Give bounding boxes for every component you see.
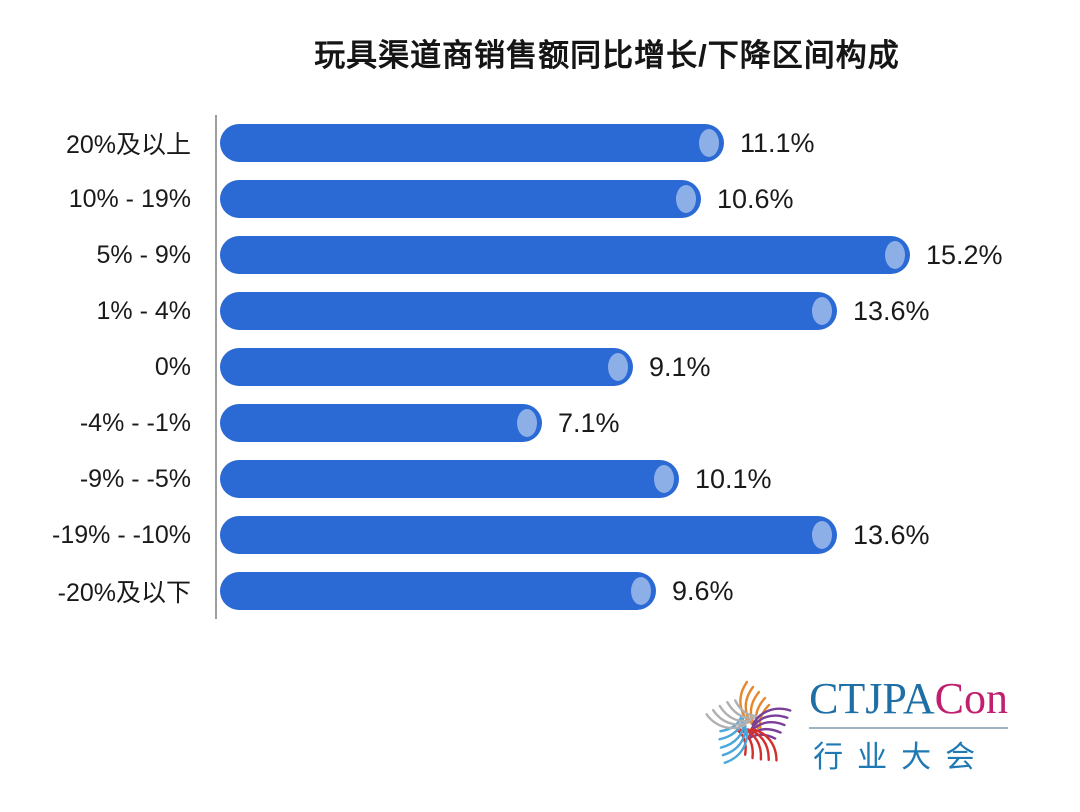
- value-label: 10.6%: [717, 183, 794, 214]
- value-label: 10.1%: [695, 463, 772, 494]
- bar-track: 13.6%: [215, 507, 1080, 563]
- category-label: 10% - 19%: [68, 184, 191, 213]
- bar: [220, 236, 910, 274]
- bar-row: 1% - 4% 13.6%: [0, 283, 1080, 339]
- bar: [220, 124, 724, 162]
- bar-row: 10% - 19% 10.6%: [0, 171, 1080, 227]
- bar: [220, 404, 542, 442]
- value-label: 11.1%: [740, 127, 815, 158]
- brand-wordmark: CTJPACon: [809, 676, 1008, 722]
- bar-row: 5% - 9% 15.2%: [0, 227, 1080, 283]
- category-label: 20%及以上: [65, 131, 191, 159]
- category-label: -4% - -1%: [79, 408, 191, 437]
- bar-track: 10.1%: [215, 451, 1080, 507]
- bar: [220, 348, 633, 386]
- bar-cap-highlight: [654, 465, 674, 493]
- bar-cap-highlight: [812, 297, 832, 325]
- bar-track: 7.1%: [215, 395, 1080, 451]
- logo-text-block: CTJPACon 行业大会: [809, 676, 1008, 775]
- category-label: -19% - -10%: [52, 520, 191, 549]
- brand-subtitle: 行业大会: [813, 740, 990, 774]
- bar-row: -9% - -5% 10.1%: [0, 451, 1080, 507]
- bar-row: 0% 9.1%: [0, 339, 1080, 395]
- value-label: 13.6%: [853, 519, 930, 550]
- chart-rows: 20%及以上 11.1% 10% - 19% 10.6% 5% - 9% 15.…: [0, 115, 1080, 619]
- bar-cap-highlight: [631, 577, 651, 605]
- bar-track: 15.2%: [215, 227, 1080, 283]
- bar-row: 20%及以上 11.1%: [0, 115, 1080, 171]
- bar-cap-highlight: [885, 241, 905, 269]
- logo-divider: [809, 726, 1008, 729]
- brand-primary-text: CTJPA: [809, 674, 935, 724]
- pinwheel-star-icon: [705, 680, 792, 764]
- chart-title: 玩具渠道商销售额同比增长/下降区间构成: [314, 38, 900, 73]
- category-label: -20%及以下: [57, 579, 191, 607]
- bar: [220, 572, 656, 610]
- ctjpacon-logo: CTJPACon 行业大会: [697, 674, 1008, 778]
- brand-accent-text: Con: [934, 674, 1008, 724]
- bar: [220, 516, 837, 554]
- bar-track: 13.6%: [215, 283, 1080, 339]
- bar-row: -4% - -1% 7.1%: [0, 395, 1080, 451]
- bar-row: -20%及以下 9.6%: [0, 563, 1080, 619]
- bar-cap-highlight: [812, 521, 832, 549]
- value-label: 7.1%: [558, 407, 620, 438]
- bar: [220, 292, 837, 330]
- category-label: 1% - 4%: [96, 296, 191, 325]
- value-label: 15.2%: [926, 239, 1003, 270]
- bar-cap-highlight: [676, 185, 696, 213]
- bar-cap-highlight: [608, 353, 628, 381]
- category-label: -9% - -5%: [79, 464, 191, 493]
- bar-track: 9.1%: [215, 339, 1080, 395]
- bar: [220, 460, 679, 498]
- value-label: 9.1%: [649, 351, 711, 382]
- bar: [220, 180, 701, 218]
- bar-cap-highlight: [699, 129, 719, 157]
- bar-track: 10.6%: [215, 171, 1080, 227]
- bar-row: -19% - -10% 13.6%: [0, 507, 1080, 563]
- category-label: 0%: [154, 352, 191, 381]
- bar-chart: 20%及以上 11.1% 10% - 19% 10.6% 5% - 9% 15.…: [0, 115, 1080, 619]
- value-label: 9.6%: [672, 575, 734, 606]
- bar-track: 9.6%: [215, 563, 1080, 619]
- bar-cap-highlight: [517, 409, 537, 437]
- bar-track: 11.1%: [215, 115, 1080, 171]
- category-label: 5% - 9%: [96, 240, 191, 269]
- value-label: 13.6%: [853, 295, 930, 326]
